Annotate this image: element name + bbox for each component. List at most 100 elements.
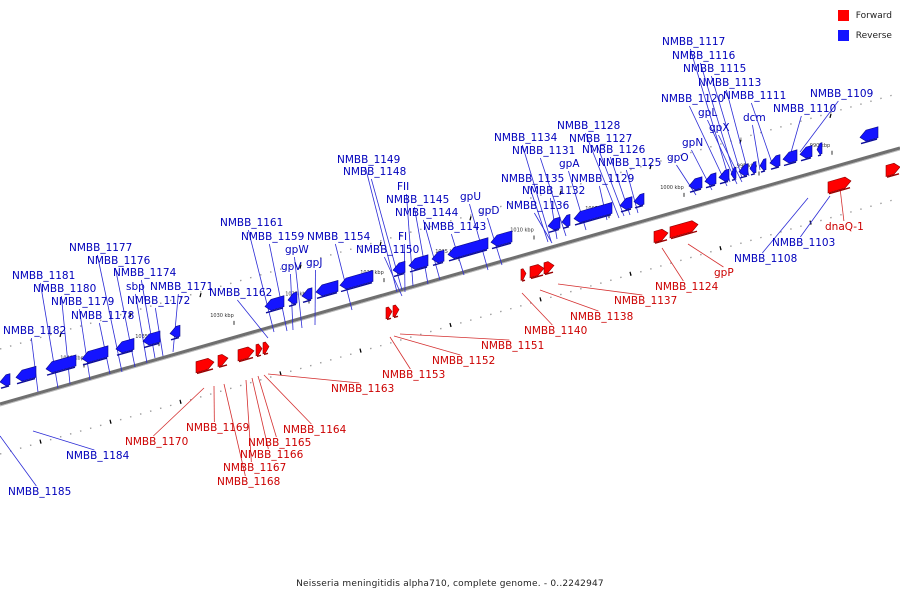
reverse-gene-edge	[800, 157, 812, 162]
upper-guide-mark	[199, 292, 202, 298]
reverse-gene-label: gpD	[478, 205, 499, 217]
axis-tick-label: 1000 kbp	[660, 185, 684, 191]
reverse-gene-leader	[364, 166, 398, 293]
forward-gene	[217, 354, 229, 367]
track-guides	[0, 92, 900, 455]
forward-gene-leader	[393, 335, 461, 356]
forward-gene	[529, 264, 545, 279]
reverse-gene-leader	[528, 185, 549, 243]
legend-reverse: Reverse	[837, 29, 892, 42]
lower-guide-mark	[539, 297, 542, 302]
reverse-gene	[115, 338, 135, 354]
reverse-gene	[15, 365, 37, 382]
forward-gene-leader	[687, 243, 724, 268]
forward-gene	[255, 343, 263, 357]
forward-gene	[543, 261, 555, 275]
reverse-gene	[759, 158, 767, 171]
reverse-gene-label: NMBB_1174	[113, 267, 177, 279]
reverse-gene-leader	[172, 293, 179, 353]
forward-gene	[669, 220, 699, 239]
forward-gene	[520, 268, 527, 281]
reverse-gene-label: NMBB_1110	[773, 103, 836, 115]
forward-gene-label: NMBB_1163	[331, 383, 394, 395]
reverse-swatch	[837, 30, 849, 41]
legend-forward-label: Forward	[855, 10, 892, 21]
reverse-gene-leader	[413, 206, 429, 285]
reverse-gene-leader	[534, 212, 553, 244]
genome-caption: Neisseria meningitidis alpha710, complet…	[296, 579, 604, 589]
reverse-gene-leader	[718, 134, 743, 183]
reverse-gene	[573, 202, 613, 223]
reverse-gene-label: NMBB_1185	[8, 486, 71, 498]
reverse-gene-label: NMBB_1134	[494, 132, 558, 144]
reverse-gene-label: NMBB_1129	[571, 173, 634, 185]
reverse-gene-label: NMBB_1177	[69, 242, 132, 254]
reverse-gene-label: NMBB_1111	[723, 90, 786, 102]
reverse-gene	[547, 216, 561, 231]
reverse-gene-leader	[549, 197, 558, 240]
forward-gene	[195, 357, 215, 374]
reverse-gene-label: NMBB_1103	[772, 237, 835, 249]
reverse-gene	[315, 280, 339, 297]
axis-tick-label: 1010 kbp	[510, 228, 534, 234]
reverse-gene-leader	[800, 195, 831, 238]
reverse-gene	[749, 161, 757, 174]
reverse-gene-edge	[409, 266, 428, 273]
reverse-gene-label: NMBB_1128	[557, 120, 620, 132]
reverse-gene-label: NMBB_1127	[569, 133, 632, 145]
reverse-gene-label: NMBB_1154	[307, 231, 371, 243]
reverse-gene-edge	[448, 249, 488, 262]
forward-gene-label: NMBB_1168	[217, 476, 280, 488]
forward-gene-edge	[263, 352, 269, 356]
reverse-gene-leader	[725, 89, 750, 177]
reverse-gene-edge	[739, 175, 748, 179]
reverse-gene-label: gpV	[281, 261, 302, 273]
forward-gene-leader	[539, 289, 599, 312]
reverse-gene-leader	[688, 105, 728, 187]
legend: Forward Reverse	[837, 9, 892, 49]
reverse-gene-label: NMBB_1178	[71, 310, 134, 322]
forward-gene-label: NMBB_1153	[382, 369, 445, 381]
lower-guide-mark	[359, 348, 362, 353]
forward-gene	[385, 306, 393, 320]
forward-gene-leader	[267, 373, 360, 384]
forward-gene-leader	[839, 187, 845, 222]
reverse-gene-leader	[334, 243, 353, 311]
reverse-gene-edge	[783, 161, 797, 167]
reverse-gene-leader	[762, 197, 809, 254]
forward-gene-edge	[218, 364, 228, 368]
reverse-gene-label: NMBB_1176	[87, 255, 151, 267]
reverse-gene-leader	[30, 337, 39, 393]
upper-guide-mark	[649, 164, 652, 170]
forward-gene	[653, 228, 669, 243]
forward-gene-label: NMBB_1140	[524, 325, 587, 337]
reverse-gene-label: gpW	[285, 244, 309, 256]
reverse-gene-leader	[676, 164, 697, 196]
reverse-gene-label: NMBB_1143	[423, 221, 486, 233]
reverse-gene	[169, 324, 181, 338]
legend-forward: Forward	[837, 9, 892, 22]
reverse-gene-leader	[294, 256, 303, 329]
reverse-gene-label: FII	[397, 181, 409, 193]
reverse-gene-leader	[625, 169, 639, 214]
forward-gene-label: NMBB_1167	[223, 462, 286, 474]
reverse-gene-label: gpL	[698, 107, 717, 119]
reverse-gene-leader	[710, 75, 743, 179]
reverse-gene-label: NMBB_1159	[241, 231, 304, 243]
forward-gene-leader	[153, 387, 205, 437]
reverse-gene	[339, 270, 374, 290]
reverse-gene-edge	[265, 307, 284, 314]
lower-guide-mark	[279, 371, 282, 376]
reverse-gene-edge	[170, 336, 180, 341]
reverse-gene-label: NMBB_1171	[150, 281, 213, 293]
reverse-gene-leader	[699, 62, 737, 181]
forward-gene-edge	[521, 279, 526, 282]
reverse-gene-edge	[143, 342, 160, 349]
reverse-gene-leader	[32, 430, 95, 451]
forward-gene-leader	[245, 379, 252, 463]
reverse-gene-leader	[96, 254, 123, 373]
reverse-gene-label: NMBB_1115	[683, 63, 746, 75]
forward-gene-edge	[256, 354, 262, 358]
reverse-gene-leader	[268, 243, 288, 332]
upper-guide-mark	[379, 241, 382, 247]
